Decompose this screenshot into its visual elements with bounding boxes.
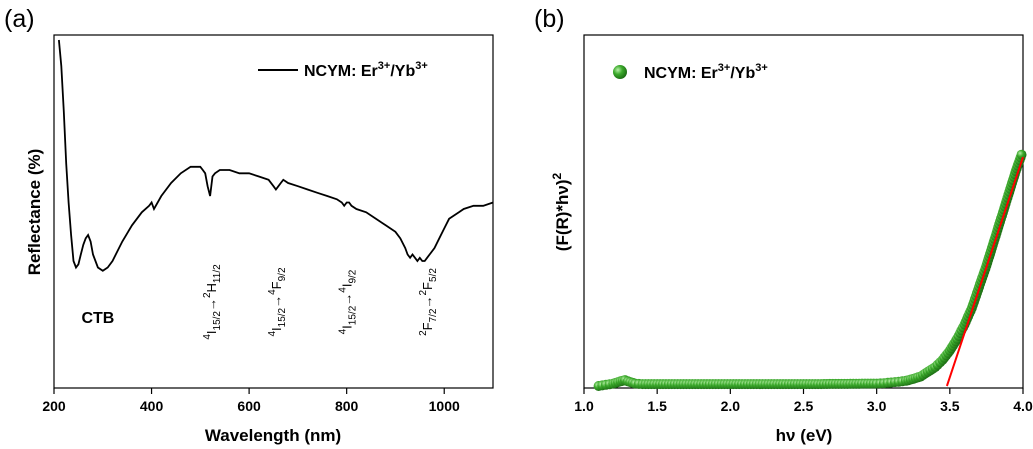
panel-a-transition-text: 4I15/2→4I9/2 [338,269,359,334]
panel-b-x-axis-title: hν (eV) [776,426,833,445]
panel-b-x-tick-label: 1.0 [574,398,594,414]
panel-a-x-tick-label: 1000 [429,398,460,414]
panel-a-series-line [58,39,494,272]
panel-a: (a) 200 400 600 800 1000 Wavelength (nm) Ref… [4,5,494,445]
panel-b-legend-marker [613,65,627,79]
panel-a-transition-label: 4I15/2→2H11/2 [202,264,223,340]
panel-b-data-point [1016,149,1027,160]
panel-a-frame [53,34,494,389]
panel-a-transition-text: 2F7/2→2F5/2 [418,268,439,336]
panel-b-x-tick-label: 2.5 [794,398,814,414]
panel-a-x-tick-label: 800 [335,398,359,414]
panel-b-x-tick-label: 1.5 [647,398,667,414]
panel-a-transition-text: 4I15/2→4F9/2 [267,267,288,337]
panel-b-x-ticks: 1.0 1.5 2.0 2.5 3.0 3.5 4.0 [574,388,1033,414]
panel-a-x-ticks: 200 400 600 800 1000 [42,388,460,414]
panel-a-x-axis-title: Wavelength (nm) [205,426,341,445]
panel-a-transition-text: 4I15/2→2H11/2 [202,264,223,340]
panel-b-fit-line [945,156,1024,387]
panel-a-x-tick-label: 400 [140,398,164,414]
panel-b-x-tick-label: 2.0 [721,398,741,414]
panel-a-legend-label: NCYM: Er3+/Yb3+ [304,60,428,80]
panel-a-label: (a) [4,5,35,33]
panel-a-transition-label: 2F7/2→2F5/2 [418,268,439,336]
panel-a-x-tick-label: 200 [42,398,66,414]
panel-a-x-tick-label: 600 [237,398,261,414]
panel-b-label: (b) [534,5,565,33]
panel-a-annotations: CTB 4I15/2→2H11/2 4I15/2→4F9/2 4I15/2→4I9/2… [81,264,439,340]
panel-b-x-tick-label: 4.0 [1013,398,1033,414]
panel-b-y-axis-title: (F(R)*hν)2 [550,172,572,251]
panel-a-transition-label: 4I15/2→4F9/2 [267,267,288,337]
panel-b-legend-label: NCYM: Er3+/Yb3+ [644,62,768,82]
panel-b-data-points [593,149,1027,391]
panel-b-x-tick-label: 3.0 [867,398,887,414]
panel-a-legend: NCYM: Er3+/Yb3+ [258,60,428,80]
panel-a-transition-label: 4I15/2→4I9/2 [338,269,359,334]
panel-b-legend: NCYM: Er3+/Yb3+ [613,62,768,82]
panel-a-annotation-ctb: CTB [81,310,114,327]
panel-a-y-axis-title: Reflectance (%) [25,149,44,276]
panel-b: (b) 1.0 1.5 2.0 2.5 3.0 3.5 4.0 hν (eV) (F(R)*… [534,5,1033,445]
panel-b-x-tick-label: 3.5 [940,398,960,414]
